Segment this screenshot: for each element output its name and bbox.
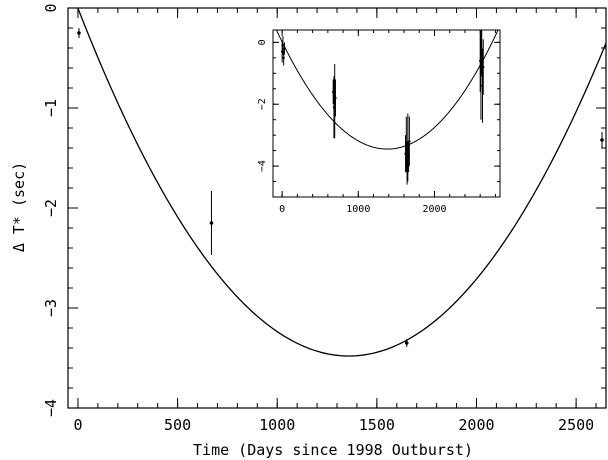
data-point: [404, 341, 409, 345]
fit-curve: [77, 8, 606, 357]
data-point: [600, 138, 604, 142]
x-axis-label: Time (Days since 1998 Outburst): [193, 441, 473, 459]
inset-x-tick-label: 1000: [346, 204, 370, 215]
data-point: [209, 221, 214, 225]
plot-area: [77, 8, 606, 357]
y-tick-label: −3: [42, 299, 60, 317]
x-tick-label: 1500: [359, 416, 395, 434]
inset-data-point: [282, 56, 285, 60]
inset-y-tick-label: −4: [257, 160, 268, 172]
x-tick-label: 500: [164, 416, 191, 434]
x-tick-label: 0: [73, 416, 82, 434]
inset-y-tick-label: 0: [257, 39, 268, 45]
inset-plot-frame: [272, 29, 501, 198]
inset-plot-area: [275, 30, 499, 185]
data-point: [77, 31, 81, 35]
inset-x-tick-label: 0: [279, 204, 285, 215]
y-tick-label: −1: [42, 99, 60, 117]
inset-data-point: [408, 140, 411, 143]
x-tick-label: 2500: [558, 416, 594, 434]
inset-data-point: [482, 65, 485, 69]
inset-y-tick-label: −2: [257, 98, 268, 110]
x-tick-label: 1000: [259, 416, 295, 434]
y-tick-label: 0: [42, 3, 60, 12]
inset-x-tick-label: 2000: [422, 204, 446, 215]
y-axis-label: Δ T* (sec): [10, 162, 28, 252]
y-tick-label: −2: [42, 199, 60, 217]
inset-fit-curve: [275, 30, 499, 150]
inset-data-point: [334, 96, 337, 100]
x-tick-label: 2000: [458, 416, 494, 434]
inset-chart-panel: 0 1000 2000 0 −2 −4: [257, 29, 501, 215]
y-tick-label: −4: [42, 399, 60, 417]
